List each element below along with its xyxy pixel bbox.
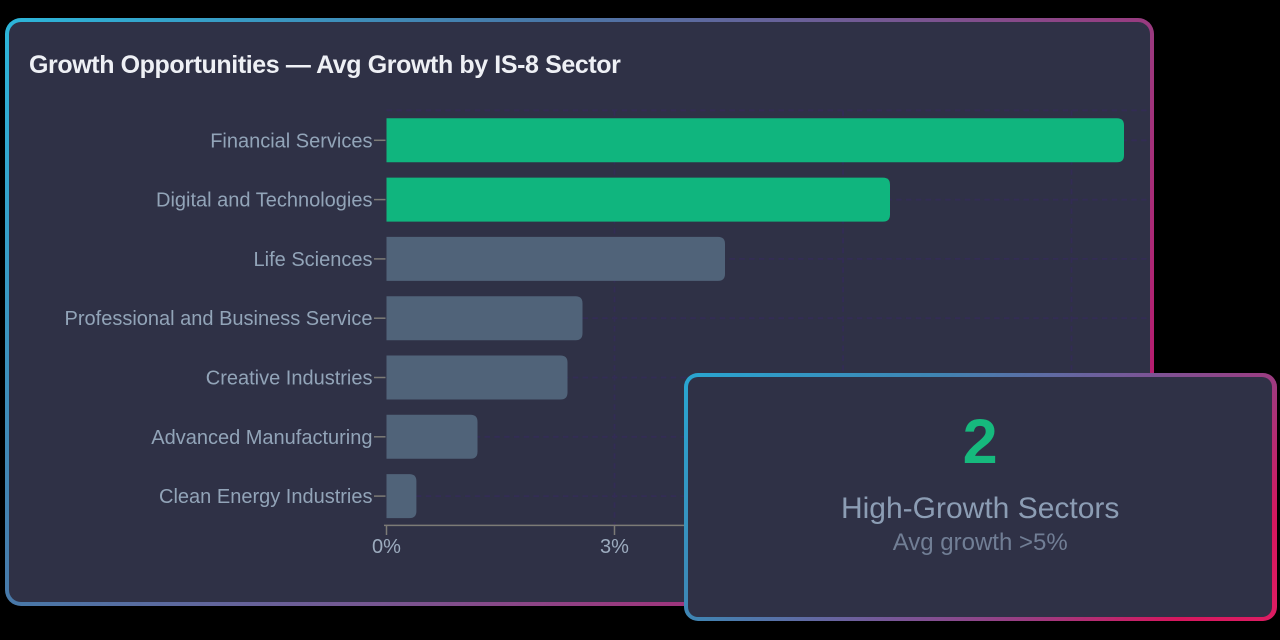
svg-text:Clean Energy Industries: Clean Energy Industries bbox=[159, 486, 372, 508]
svg-text:Financial Services: Financial Services bbox=[210, 130, 372, 152]
svg-text:Creative Industries: Creative Industries bbox=[206, 368, 373, 390]
svg-text:Professional and Business Serv: Professional and Business Service bbox=[65, 308, 373, 330]
svg-text:Digital and Technologies: Digital and Technologies bbox=[156, 190, 372, 212]
svg-text:Life Sciences: Life Sciences bbox=[254, 249, 373, 271]
svg-text:0%: 0% bbox=[372, 536, 401, 558]
svg-text:Advanced Manufacturing: Advanced Manufacturing bbox=[151, 427, 372, 449]
svg-text:3%: 3% bbox=[600, 536, 629, 558]
